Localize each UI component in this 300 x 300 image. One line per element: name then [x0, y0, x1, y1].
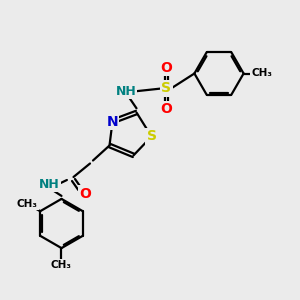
Text: CH₃: CH₃ — [17, 199, 38, 209]
Text: O: O — [80, 187, 92, 200]
Text: S: S — [146, 130, 157, 143]
Text: O: O — [160, 61, 172, 75]
Text: NH: NH — [116, 85, 136, 98]
Text: O: O — [160, 102, 172, 116]
Text: N: N — [107, 115, 118, 128]
Text: CH₃: CH₃ — [251, 68, 272, 79]
Text: NH: NH — [39, 178, 60, 191]
Text: S: S — [161, 82, 172, 95]
Text: CH₃: CH₃ — [51, 260, 72, 270]
